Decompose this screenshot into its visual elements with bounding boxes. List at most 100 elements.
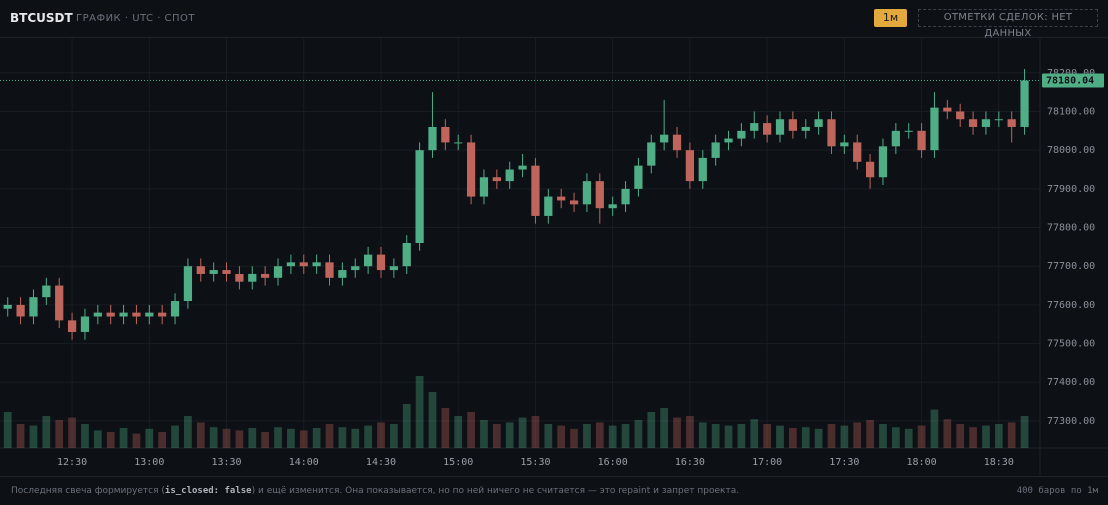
candle-body: [801, 126, 810, 131]
candle-body: [338, 270, 347, 278]
candle-body: [364, 254, 373, 267]
candle-body: [158, 312, 167, 317]
candle-body: [248, 273, 257, 282]
volume-bar: [184, 416, 192, 448]
candle-body: [711, 142, 720, 158]
candle-body: [389, 266, 398, 271]
volume-bar: [16, 424, 25, 448]
bar-count: 400 баров по 1м: [1016, 486, 1098, 496]
symbol: BTCUSDT: [10, 11, 73, 25]
volume-bar: [917, 425, 926, 448]
volume-bar: [634, 420, 643, 448]
volume-bar: [196, 422, 205, 448]
candle-body: [660, 134, 669, 143]
last-price-label: 78180.04: [1046, 76, 1094, 87]
volume-bar: [42, 416, 51, 448]
candle-body: [956, 111, 965, 120]
volume-bar: [544, 424, 553, 448]
y-tick-label: 77600.00: [1047, 300, 1095, 311]
candle-body: [557, 196, 566, 201]
candle-body: [621, 188, 630, 205]
volume-bar: [428, 392, 437, 448]
volume-bar: [557, 425, 566, 448]
y-tick-label: 78200.00: [1047, 68, 1095, 79]
volume-bar: [364, 425, 372, 448]
candle-body: [183, 266, 193, 302]
price-axis-bg: [1040, 38, 1108, 475]
volume-bar: [274, 427, 282, 448]
candle-body: [917, 130, 926, 151]
candle-body: [878, 146, 888, 178]
interval-button[interactable]: 1м: [874, 9, 907, 27]
volume-bar: [145, 428, 154, 448]
volume-bar: [969, 427, 977, 448]
note-text: ) и ещё изменится. Она показывается, но …: [251, 486, 740, 496]
candle-body: [16, 304, 25, 317]
volume-bar: [647, 412, 656, 448]
candle-body: [788, 119, 797, 131]
candle-body: [582, 181, 592, 205]
candle-body: [672, 134, 682, 151]
volume-bar: [158, 432, 167, 448]
x-tick-label: 15:00: [443, 457, 473, 468]
candle-body: [647, 142, 656, 166]
candle-body: [853, 142, 862, 162]
candle-body: [685, 150, 695, 182]
trade-marks-button[interactable]: ОТМЕТКИ СДЕЛОК: НЕТ ДАННЫХ: [918, 9, 1098, 39]
candle-body: [196, 266, 205, 274]
candle-body: [132, 312, 141, 317]
candle-body: [286, 262, 296, 267]
candle-body: [968, 119, 978, 127]
candle-body: [904, 130, 913, 132]
candle-body: [1007, 119, 1016, 127]
candle-body: [351, 266, 360, 271]
candle-body: [106, 312, 115, 317]
last-price-tag: [1042, 73, 1104, 88]
footer-note: Последняя свеча формируется (is_closed: …: [11, 486, 739, 496]
volume-bar: [29, 425, 38, 448]
volume-bar: [132, 433, 141, 448]
candle-body: [29, 297, 38, 317]
candle-body: [865, 161, 875, 178]
candle-body: [1020, 80, 1029, 127]
volume-bar: [789, 428, 797, 448]
volume-bar: [81, 424, 89, 448]
candle-body: [479, 177, 489, 197]
candle-body: [634, 165, 643, 189]
candle-body: [325, 262, 334, 278]
x-tick-label: 12:30: [57, 457, 87, 468]
header: BTCUSDT ГРАФИК · UTC · СПОТ 1м ОТМЕТКИ С…: [0, 0, 1108, 39]
candle-body: [441, 126, 450, 143]
volume-bar: [801, 427, 810, 448]
y-tick-label: 77800.00: [1047, 223, 1095, 234]
candle-body: [402, 243, 411, 267]
candle-body: [261, 273, 270, 278]
x-tick-label: 17:30: [829, 457, 859, 468]
volume-bar: [879, 424, 887, 448]
x-tick-label: 13:00: [134, 457, 164, 468]
volume-bar: [1020, 416, 1029, 448]
volume-bar: [750, 419, 759, 448]
volume-bar: [402, 404, 411, 448]
volume-bar: [93, 430, 102, 448]
x-tick-label: 18:00: [907, 457, 937, 468]
y-tick-label: 77400.00: [1047, 377, 1095, 388]
chart: 77300.00 77400.00 77500.00 77600.00 77700.00…: [0, 38, 1108, 475]
volume-bar: [492, 424, 501, 448]
candle-body: [299, 262, 308, 267]
volume-bar: [377, 422, 385, 448]
candle-body: [569, 200, 579, 205]
x-tick-label: 16:00: [598, 457, 628, 468]
candle-body: [505, 169, 514, 182]
candle-body: [170, 301, 180, 317]
volume-bar: [660, 408, 669, 448]
candle-body: [42, 285, 51, 298]
volume-bar: [312, 428, 321, 448]
candle-body: [518, 165, 527, 170]
x-tick-label: 16:30: [675, 457, 705, 468]
candle-body: [80, 316, 90, 332]
candle-body: [454, 142, 463, 144]
candle-body: [750, 123, 759, 131]
note-text: Последняя свеча формируется (: [11, 486, 165, 496]
volume-bar: [3, 412, 12, 448]
